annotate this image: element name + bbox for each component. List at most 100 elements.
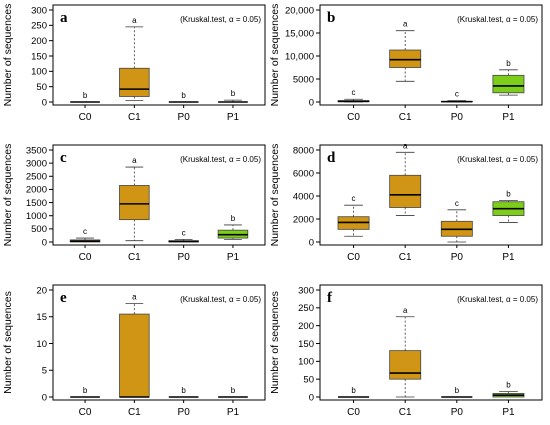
box-P1: b (217, 214, 249, 240)
significance-letter: c (352, 194, 356, 203)
y-tick-label: 6000 (293, 168, 314, 179)
x-category-label: C0 (79, 252, 92, 263)
y-tick-label: 50 (303, 374, 314, 385)
y-tick-label: 0 (42, 237, 47, 248)
box-body (389, 49, 422, 68)
box-C0: c (337, 88, 370, 103)
box-P1: b (492, 381, 525, 398)
y-axis-label: Number of sequences (2, 144, 14, 247)
box-P0: c (440, 90, 473, 103)
panel-e: e (Kruskal.test, α = 0.05) 0 5 10 15 20 Number … (2, 284, 266, 418)
y-tick-label: 150 (31, 51, 47, 62)
significance-letter: a (132, 292, 137, 301)
plot-frame (52, 4, 266, 106)
y-tick-label: 0 (309, 97, 314, 108)
x-category-label: P0 (178, 112, 191, 123)
box-body (492, 74, 525, 94)
x-category-label: C0 (347, 112, 360, 123)
significance-letter: b (231, 89, 236, 98)
test-note: (Kruskal.test, α = 0.05) (457, 15, 538, 24)
panel-letter: b (327, 10, 335, 26)
plot-frame (52, 284, 266, 401)
y-axis-label: Number of sequences (269, 4, 281, 107)
y-tick-label: 10 (36, 339, 47, 350)
significance-letter: c (182, 228, 186, 237)
box-P0: b (441, 386, 473, 398)
box-P0: b (168, 386, 199, 398)
y-tick-label: 2000 (293, 214, 314, 225)
plot-frame (319, 284, 543, 401)
significance-letter: c (455, 90, 459, 99)
significance-letter: b (455, 386, 460, 395)
box-C0: b (70, 386, 100, 398)
box-C0: c (337, 194, 370, 237)
x-category-label: P1 (227, 407, 240, 418)
y-tick-label: 5 (42, 366, 47, 377)
box-body (389, 350, 422, 380)
significance-letter: c (455, 199, 459, 208)
y-tick-label: 200 (31, 36, 47, 47)
x-category-label: C0 (79, 407, 92, 418)
box-P0: c (168, 228, 199, 243)
box-C1: a (389, 141, 422, 216)
box-C1: a (389, 306, 422, 398)
panel-c: c (Kruskal.test, α = 0.05) 0 500 1000 1500 200… (2, 144, 266, 263)
y-tick-label: 10,000 (285, 51, 314, 62)
box-P1: b (218, 89, 248, 103)
plot-frame (52, 144, 266, 246)
box-body (119, 313, 150, 398)
significance-letter: a (132, 16, 137, 25)
panel-letter: a (60, 10, 68, 26)
box-P0: c (440, 199, 473, 243)
y-axis-label: Number of sequences (2, 291, 14, 394)
y-tick-label: 0 (42, 97, 47, 108)
box-P1: b (492, 190, 525, 223)
significance-letter: b (506, 59, 511, 68)
significance-letter: b (181, 386, 186, 395)
test-note: (Kruskal.test, α = 0.05) (457, 155, 538, 164)
box-C1: a (119, 156, 150, 242)
y-tick-label: 250 (298, 303, 314, 314)
box-C1: a (119, 16, 150, 101)
significance-letter: b (506, 381, 511, 390)
y-tick-label: 0 (42, 392, 47, 403)
box-C1: a (389, 20, 422, 82)
x-category-label: C1 (399, 112, 412, 123)
x-category-label: P0 (451, 252, 464, 263)
significance-letter: a (403, 306, 408, 315)
y-tick-label: 250 (31, 21, 47, 32)
panel-letter: c (60, 150, 67, 166)
significance-letter: c (352, 88, 356, 97)
y-tick-label: 8000 (293, 145, 314, 156)
y-tick-label: 100 (31, 67, 47, 78)
significance-letter: b (231, 214, 236, 223)
x-category-label: P0 (451, 407, 464, 418)
significance-letter: b (83, 386, 88, 395)
test-note: (Kruskal.test, α = 0.05) (180, 155, 261, 164)
y-axis-label: Number of sequences (2, 4, 14, 107)
y-tick-label: 20 (36, 285, 47, 296)
y-tick-label: 4000 (293, 191, 314, 202)
x-category-label: P1 (502, 112, 515, 123)
test-note: (Kruskal.test, α = 0.05) (180, 295, 261, 304)
box-C0: b (338, 386, 370, 398)
y-axis-label: Number of sequences (269, 144, 281, 247)
box-body (119, 185, 150, 221)
y-tick-label: 500 (31, 224, 47, 235)
y-tick-label: 3000 (26, 158, 47, 169)
x-category-label: C1 (128, 112, 141, 123)
panel-letter: f (327, 290, 333, 306)
x-category-label: P1 (227, 112, 240, 123)
y-tick-label: 0 (309, 237, 314, 248)
box-P0: b (168, 91, 199, 103)
y-tick-label: 0 (309, 392, 314, 403)
x-category-label: P1 (502, 407, 515, 418)
x-category-label: C1 (399, 252, 412, 263)
y-tick-label: 300 (31, 5, 47, 16)
box-C0: b (70, 91, 100, 103)
x-category-label: C0 (347, 252, 360, 263)
x-category-label: C1 (128, 407, 141, 418)
y-tick-label: 150 (298, 339, 314, 350)
y-tick-label: 200 (298, 321, 314, 332)
